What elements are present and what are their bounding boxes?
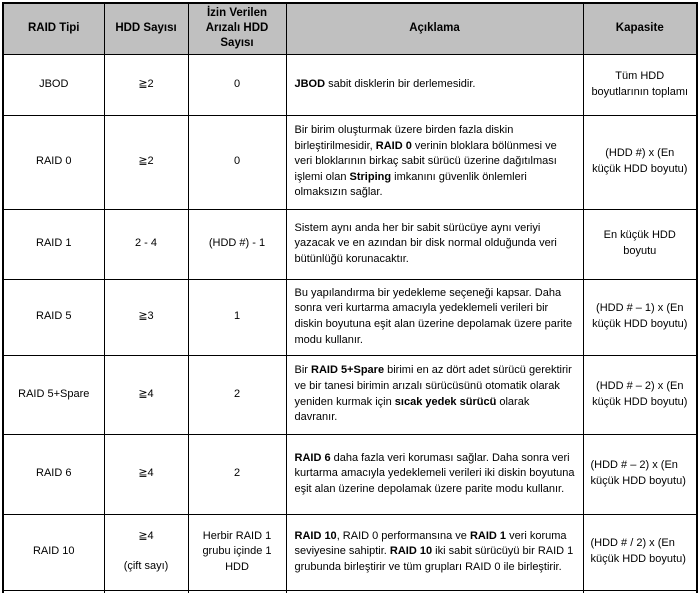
table-row-raid0: RAID 0 ≧2 0 Bir birim oluşturmak üzere b… bbox=[2, 114, 698, 210]
header-allowed-failed: İzin Verilen Arızalı HDD Sayısı bbox=[187, 2, 287, 55]
table-row-partial bbox=[2, 589, 698, 593]
description-cell: Sistem aynı anda her bir sabit sürücüye … bbox=[285, 208, 584, 280]
description-cell: Bir RAID 5+Spare birimi en az dört adet … bbox=[285, 354, 584, 435]
raid-type-cell: RAID 6 bbox=[2, 433, 105, 515]
capacity-cell bbox=[582, 589, 698, 593]
raid-type-cell: RAID 5 bbox=[2, 278, 105, 356]
header-hdd-count: HDD Sayısı bbox=[103, 2, 189, 55]
allowed-failed-cell: Herbir RAID 1 grubu içinde 1 HDD bbox=[187, 513, 287, 591]
hdd-count-cell: ≧4 (çift sayı) bbox=[103, 513, 189, 591]
capacity-cell: (HDD #) x (En küçük HDD boyutu) bbox=[582, 114, 698, 210]
description-cell: RAID 10, RAID 0 performansına ve RAID 1 … bbox=[285, 513, 584, 591]
description-cell: RAID 6 daha fazla veri koruması sağlar. … bbox=[285, 433, 584, 515]
header-row: RAID Tipi HDD Sayısı İzin Verilen Arızal… bbox=[2, 2, 698, 55]
capacity-cell: (HDD # – 2) x (En küçük HDD boyutu) bbox=[582, 354, 698, 435]
description-cell: Bu yapılandırma bir yedekleme seçeneği k… bbox=[285, 278, 584, 356]
allowed-failed-cell: (HDD #) - 1 bbox=[187, 208, 287, 280]
allowed-failed-cell: 0 bbox=[187, 114, 287, 210]
table-row-raid5spare: RAID 5+Spare ≧4 2 Bir RAID 5+Spare birim… bbox=[2, 354, 698, 435]
header-raid-type: RAID Tipi bbox=[2, 2, 105, 55]
hdd-count-cell: ≧3 bbox=[103, 278, 189, 356]
capacity-cell: Tüm HDD boyutlarının toplamı bbox=[582, 53, 698, 116]
table-row-raid10: RAID 10 ≧4 (çift sayı) Herbir RAID 1 gru… bbox=[2, 513, 698, 591]
capacity-cell: (HDD # / 2) x (En küçük HDD boyutu) bbox=[582, 513, 698, 591]
table-row-jbod: JBOD ≧2 0 JBOD sabit disklerin bir derle… bbox=[2, 53, 698, 116]
hdd-count-cell: ≧4 bbox=[103, 354, 189, 435]
capacity-cell: En küçük HDD boyutu bbox=[582, 208, 698, 280]
capacity-cell: (HDD # – 2) x (En küçük HDD boyutu) bbox=[582, 433, 698, 515]
table-row-raid1: RAID 1 2 - 4 (HDD #) - 1 Sistem aynı and… bbox=[2, 208, 698, 280]
description-cell: JBOD sabit disklerin bir derlemesidir. bbox=[285, 53, 584, 116]
header-capacity: Kapasite bbox=[582, 2, 698, 55]
hdd-count-cell: ≧4 bbox=[103, 433, 189, 515]
allowed-failed-cell: 0 bbox=[187, 53, 287, 116]
hdd-count-cell: ≧2 bbox=[103, 114, 189, 210]
raid-type-cell: RAID 0 bbox=[2, 114, 105, 210]
hdd-count-cell: ≧2 bbox=[103, 53, 189, 116]
raid-type-cell: RAID 10 bbox=[2, 513, 105, 591]
raid-type-cell: RAID 1 bbox=[2, 208, 105, 280]
table-row-raid5: RAID 5 ≧3 1 Bu yapılandırma bir yedeklem… bbox=[2, 278, 698, 356]
header-description: Açıklama bbox=[285, 2, 584, 55]
table-row-raid6: RAID 6 ≧4 2 RAID 6 daha fazla veri korum… bbox=[2, 433, 698, 515]
capacity-cell: (HDD # – 1) x (En küçük HDD boyutu) bbox=[582, 278, 698, 356]
hdd-count-value: ≧4 bbox=[138, 530, 154, 543]
description-cell: Bir birim oluşturmak üzere birden fazla … bbox=[285, 114, 584, 210]
allowed-failed-cell: 2 bbox=[187, 354, 287, 435]
raid-type-cell: JBOD bbox=[2, 53, 105, 116]
raid-type-cell: RAID 5+Spare bbox=[2, 354, 105, 435]
hdd-count-note: (çift sayı) bbox=[123, 560, 169, 573]
hdd-count-cell: 2 - 4 bbox=[103, 208, 189, 280]
allowed-failed-cell: 2 bbox=[187, 433, 287, 515]
allowed-failed-cell: 1 bbox=[187, 278, 287, 356]
